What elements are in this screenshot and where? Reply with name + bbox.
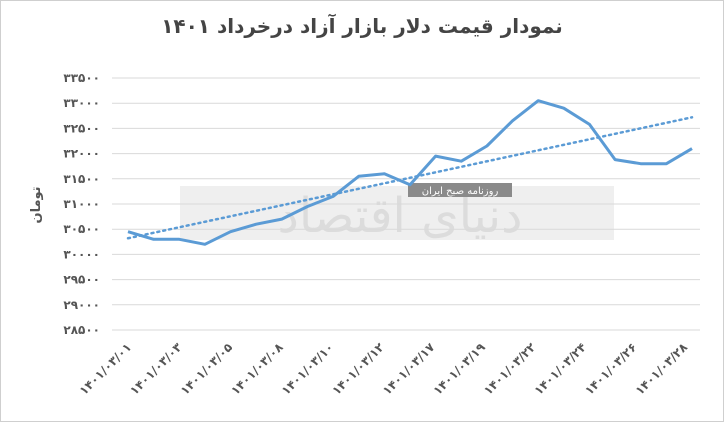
y-tick-label: ۲۹۰۰۰ [63, 298, 100, 312]
y-tick-label: ۳۳۰۰۰ [63, 96, 100, 110]
y-tick-label: ۳۰۵۰۰ [63, 222, 100, 236]
x-tick-label: ۱۴۰۱/۰۳/۰۸ [228, 340, 286, 398]
x-tick-label: ۱۴۰۱/۰۳/۱۹ [430, 340, 488, 398]
x-tick-label: ۱۴۰۱/۰۳/۰۵ [178, 340, 236, 398]
data-points [127, 100, 693, 245]
x-tick-label: ۱۴۰۱/۰۳/۲۶ [582, 340, 640, 398]
x-tick-label: ۱۴۰۱/۰۳/۱۰ [279, 340, 337, 398]
x-tick-label: ۱۴۰۱/۰۳/۲۴ [532, 340, 590, 398]
x-tick-label: ۱۴۰۱/۰۳/۲۲ [481, 340, 539, 398]
x-tick-label: ۱۴۰۱/۰۳/۲۸ [633, 340, 691, 398]
x-tick-label: ۱۴۰۱/۰۳/۰۳ [127, 340, 185, 398]
y-tick-label: ۳۲۰۰۰ [63, 147, 100, 161]
grid [112, 77, 700, 331]
y-axis: ۲۸۵۰۰ ۲۹۰۰۰ ۲۹۵۰۰ ۳۰۰۰۰ ۳۰۵۰۰ ۳۱۰۰۰ ۳۱۵۰۰ ۳۲۰۰۰… [63, 71, 100, 337]
y-tick-label: ۳۲۵۰۰ [63, 121, 100, 135]
x-tick-label: ۱۴۰۱/۰۳/۱۷ [380, 340, 438, 398]
y-tick-label: ۲۸۵۰۰ [63, 323, 100, 337]
y-tick-label: ۳۱۵۰۰ [63, 172, 100, 186]
y-axis-label: تومان [29, 186, 44, 223]
y-tick-label: ۳۱۰۰۰ [63, 197, 100, 211]
watermark-tagline-bg [408, 183, 512, 197]
chart-title: نمودار قیمت دلار بازار آزاد درخرداد ۱۴۰۱ [161, 14, 563, 38]
watermark-tagline: روزنامه صبح ایران [422, 186, 499, 197]
y-tick-label: ۲۹۵۰۰ [63, 273, 100, 287]
x-axis: ۱۴۰۱/۰۳/۰۱۱۴۰۱/۰۳/۰۳۱۴۰۱/۰۳/۰۵۱۴۰۱/۰۳/۰۸… [77, 340, 691, 398]
y-tick-label: ۳۳۵۰۰ [63, 71, 100, 85]
watermark-band [180, 186, 614, 240]
y-tick-label: ۳۰۰۰۰ [63, 247, 100, 261]
x-tick-label: ۱۴۰۱/۰۳/۰۱ [77, 340, 135, 398]
x-tick-label: ۱۴۰۱/۰۳/۱۲ [329, 340, 387, 398]
